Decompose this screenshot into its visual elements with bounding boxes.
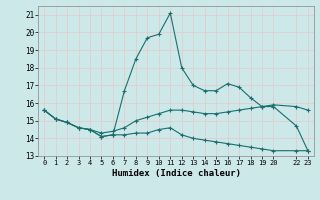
X-axis label: Humidex (Indice chaleur): Humidex (Indice chaleur) [111, 169, 241, 178]
